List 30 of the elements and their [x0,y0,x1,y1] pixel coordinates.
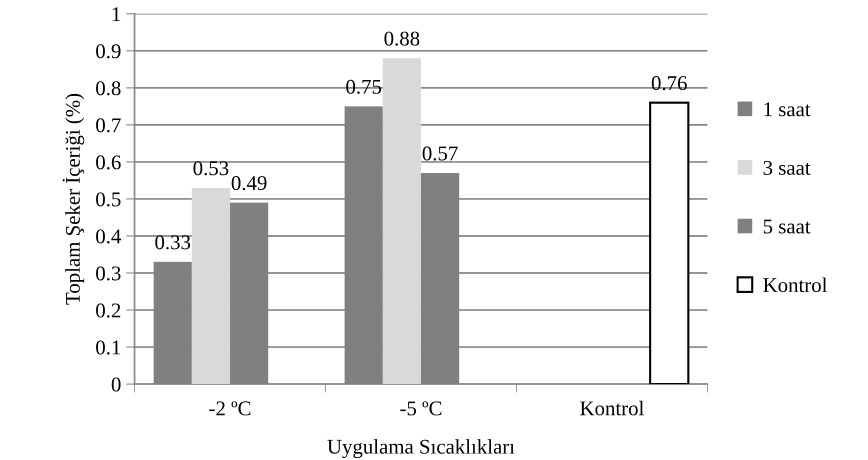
y-tick-label: 0.7 [96,118,121,132]
data-label: 0.53 [193,161,228,176]
y-tick-label: 0.6 [96,155,121,170]
x-tick-label: -2 ºC [209,401,250,416]
legend-label: Kontrol [763,277,828,292]
y-tick-label: 0.4 [96,229,122,244]
data-label: 0.49 [232,176,266,190]
y-tick-label: 0 [112,377,121,392]
y-tick-label: 0.1 [96,340,120,355]
data-label: 0.88 [384,32,420,46]
data-label: 0.75 [346,80,382,94]
y-tick-label: 1 [112,7,120,22]
y-tick-label: 0.9 [96,44,120,58]
bar [192,188,230,384]
data-label: 0.76 [652,76,687,90]
y-tick-label: 0.5 [96,192,121,206]
bar [649,102,690,384]
legend-label: 1 saat [764,102,811,116]
legend-label: 3 saat [764,160,811,175]
y-axis-title: Toplam Şeker İçeriği (%) [62,94,84,305]
x-tick-label: Kontrol [580,400,644,416]
y-tick-label: 0.8 [96,81,121,96]
x-axis-title: Uygulama Sıcaklıkları [327,439,515,458]
y-tick-label: 0.2 [96,303,120,318]
data-label: 0.33 [155,235,190,250]
data-label: 0.57 [422,146,458,161]
bar [382,58,421,384]
y-tick-label: 0.3 [96,266,121,281]
x-tick-label: -5 ºC [400,401,442,416]
legend-label: 5 saat [764,220,811,234]
